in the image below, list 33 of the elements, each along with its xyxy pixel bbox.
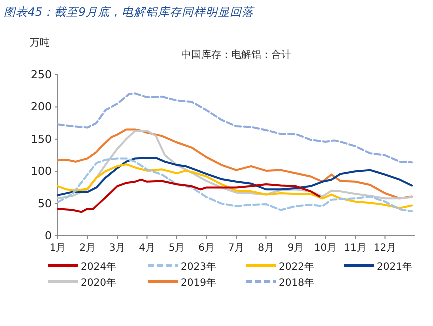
x-tick-label: 5月: [168, 243, 186, 254]
y-tick-label: 50: [38, 197, 52, 210]
chart-subtitle: 中国库存：电解铝：合计: [182, 49, 292, 61]
y-axis-title: 万吨: [30, 37, 50, 49]
x-tick-label: 6月: [198, 243, 215, 254]
y-tick-label: 200: [31, 100, 52, 114]
y-tick-label: 250: [31, 68, 52, 82]
x-tick-label: 12月: [374, 243, 397, 254]
legend-label: 2018年: [279, 277, 314, 289]
line-series: [57, 158, 414, 213]
x-tick-label: 3月: [109, 243, 126, 254]
x-tick-label: 10月: [314, 243, 338, 254]
x-tick-label: 7月: [228, 243, 245, 254]
x-tick-label: 2月: [80, 243, 96, 254]
legend-label: 2024年: [81, 261, 116, 273]
legend-label: 2021年: [377, 261, 412, 273]
x-tick-label: 4月: [139, 243, 156, 254]
legend-label: 2020年: [81, 277, 116, 289]
line-series: [57, 92, 414, 164]
y-tick-label: 0: [45, 230, 52, 242]
y-tick-label: 150: [31, 132, 52, 146]
x-tick-label: 8月: [258, 243, 274, 254]
x-tick-label: 1月: [50, 243, 66, 254]
legend-label: 2019年: [181, 277, 216, 289]
line-series: [57, 157, 414, 196]
legend-label: 2022年: [279, 261, 314, 273]
x-tick-label: 9月: [288, 243, 304, 254]
x-tick-label: 11月: [344, 243, 367, 254]
line-series: [57, 164, 414, 210]
y-tick-label: 100: [31, 165, 52, 178]
line-series: [57, 178, 321, 214]
legend-label: 2023年: [181, 261, 216, 273]
chart-title: 图表45：截至9月底，电解铝库存同样明显回落: [4, 5, 255, 19]
